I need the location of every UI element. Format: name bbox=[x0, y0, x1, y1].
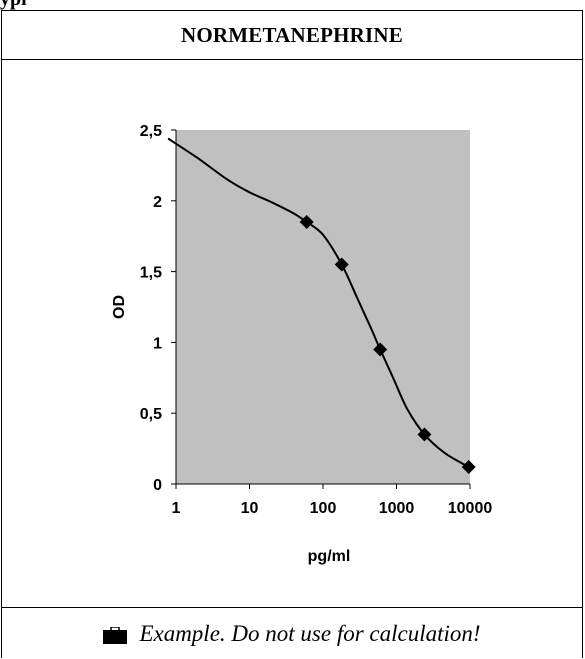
data-point-marker bbox=[334, 257, 349, 272]
data-markers bbox=[299, 215, 476, 475]
briefcase-icon bbox=[103, 626, 128, 644]
y-tick-label: 0 bbox=[153, 477, 162, 494]
y-axis-ticks: 0 0,5 1 1,5 2 2,5 bbox=[140, 123, 176, 494]
x-tick-label: 10000 bbox=[448, 500, 493, 517]
footer-row: Example. Do not use for calculation! bbox=[2, 607, 582, 659]
y-tick-label: 2,5 bbox=[140, 123, 162, 140]
data-point-marker bbox=[299, 215, 314, 230]
y-tick-label: 0,5 bbox=[140, 406, 162, 423]
page-header-fragment: ypi bbox=[0, 0, 27, 10]
x-axis-ticks: 1 10 100 1000 10000 bbox=[172, 484, 493, 517]
chart-title: NORMETANEPHRINE bbox=[181, 22, 403, 47]
title-row: NORMETANEPHRINE bbox=[2, 11, 582, 60]
x-tick-label: 10 bbox=[241, 500, 259, 517]
data-point-marker bbox=[461, 460, 476, 475]
x-tick-label: 1000 bbox=[379, 500, 415, 517]
data-point-marker bbox=[417, 427, 432, 442]
figure-frame: NORMETANEPHRINE Example. Do not use for … bbox=[1, 10, 583, 658]
y-tick-label: 2 bbox=[153, 194, 162, 211]
x-axis-title: pg/ml bbox=[308, 548, 351, 565]
data-point-marker bbox=[373, 342, 388, 357]
y-tick-label: 1,5 bbox=[140, 265, 162, 282]
y-tick-label: 1 bbox=[153, 335, 162, 352]
y-axis-title: OD bbox=[111, 295, 128, 319]
x-tick-label: 1 bbox=[172, 500, 181, 517]
footer-note: Example. Do not use for calculation! bbox=[139, 620, 481, 646]
x-tick-label: 100 bbox=[310, 500, 337, 517]
plot-area bbox=[176, 130, 470, 484]
